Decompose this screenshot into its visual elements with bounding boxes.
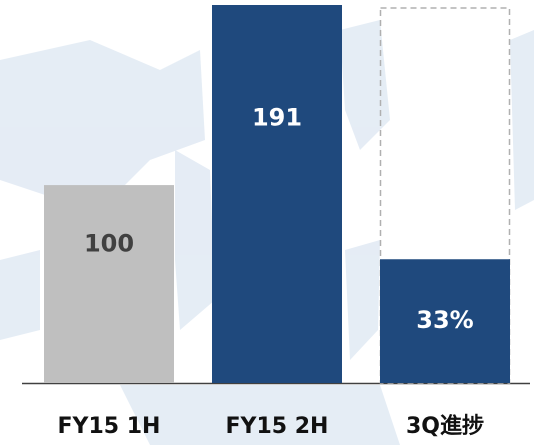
target-outline	[379, 7, 511, 384]
bar	[380, 259, 510, 383]
value-label: 100	[84, 229, 134, 257]
value-label: 191	[252, 103, 302, 131]
x-tick-label: FY15 2H	[226, 414, 329, 439]
background-map	[0, 20, 534, 445]
bar	[44, 185, 174, 383]
bar	[212, 5, 342, 383]
x-tick-label: 3Q進捗	[406, 414, 484, 439]
x-tick-label: FY15 1H	[58, 414, 161, 439]
value-label: 33%	[416, 306, 473, 334]
